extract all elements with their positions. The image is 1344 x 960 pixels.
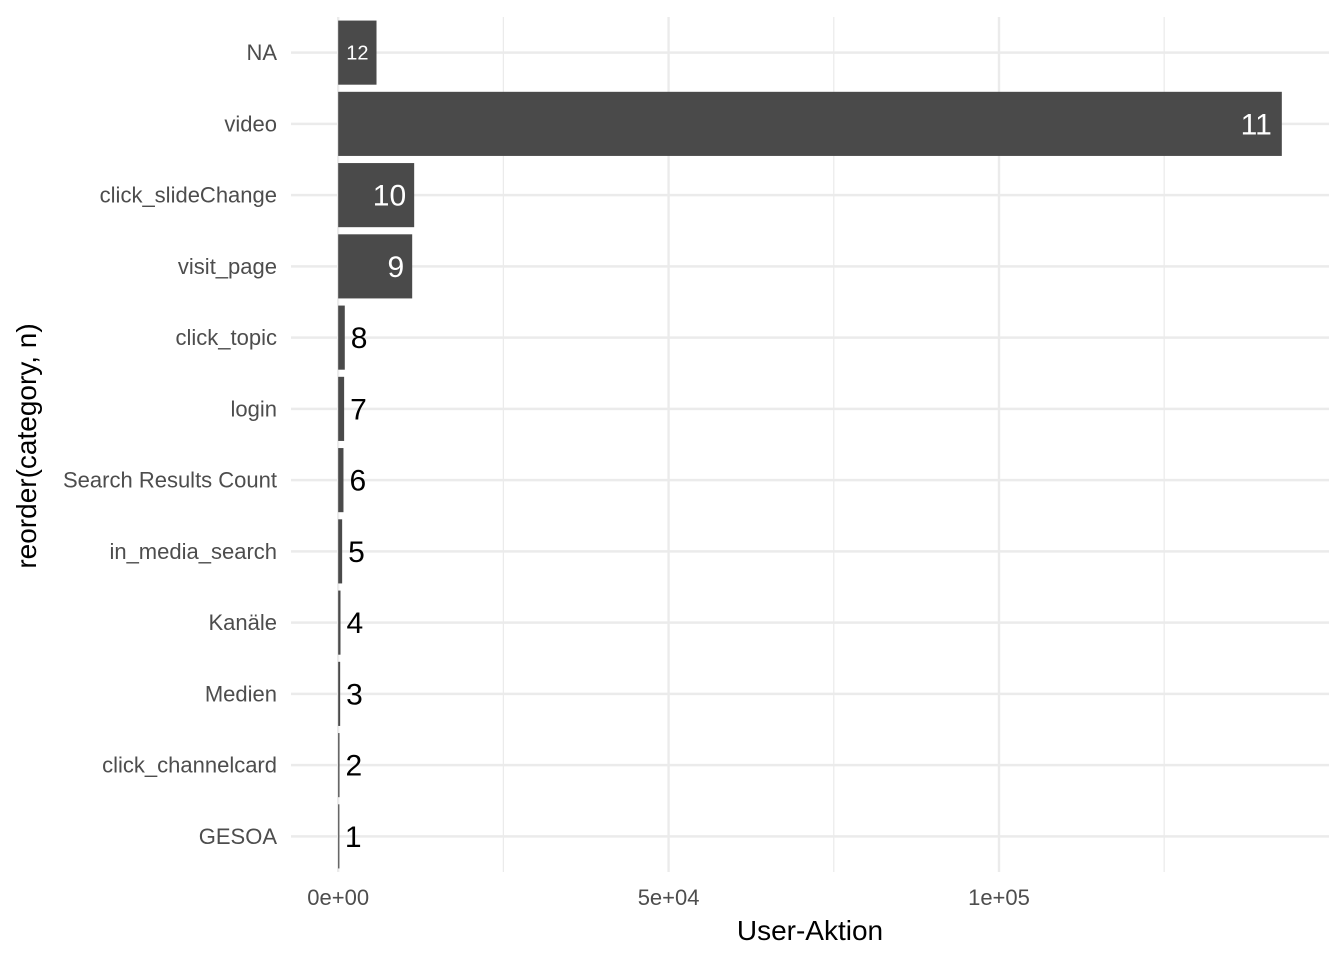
- category-label: GESOA: [199, 824, 278, 849]
- bar: [338, 804, 340, 869]
- bar: [338, 661, 341, 726]
- data-label: 11: [1241, 108, 1272, 141]
- x-tick-label: 5e+04: [638, 885, 700, 910]
- data-label: 2: [346, 750, 363, 783]
- y-axis-title: reorder(category, n): [11, 323, 42, 568]
- bar: [338, 91, 1282, 156]
- category-label: Medien: [205, 681, 277, 706]
- category-label: click_topic: [176, 325, 277, 350]
- x-axis-title: User-Aktion: [737, 915, 883, 946]
- data-label: 7: [350, 393, 367, 426]
- category-labels: GESOA click_channelcard Medien Kanäle in_med…: [63, 40, 277, 849]
- x-tick-label: 1e+05: [968, 885, 1030, 910]
- x-tick-label: 0e+00: [307, 885, 369, 910]
- data-label: 8: [351, 322, 368, 355]
- bar: [338, 305, 345, 370]
- data-label: 5: [348, 536, 365, 569]
- data-label: 1: [345, 821, 362, 854]
- category-label: in_media_search: [109, 539, 277, 564]
- category-label: video: [224, 111, 277, 136]
- x-tick-labels: 0e+00 5e+04 1e+05: [307, 885, 1030, 910]
- category-label: Search Results Count: [63, 468, 277, 493]
- data-label: 4: [346, 607, 363, 640]
- data-label: 10: [373, 180, 406, 213]
- data-label: 9: [388, 251, 405, 284]
- bar: [338, 733, 340, 798]
- bar: [338, 448, 344, 513]
- category-label: click_channelcard: [102, 753, 277, 778]
- bar: [338, 20, 377, 85]
- category-label: visit_page: [178, 254, 277, 279]
- bars: [338, 20, 1282, 869]
- data-label: 12: [346, 43, 368, 65]
- bar: [338, 590, 341, 655]
- category-label: Kanäle: [208, 610, 277, 635]
- bar: [338, 376, 345, 441]
- data-label: 3: [346, 678, 363, 711]
- bar: [338, 234, 413, 299]
- bar: [338, 519, 343, 584]
- category-label: NA: [246, 40, 277, 65]
- category-label: click_slideChange: [100, 183, 277, 208]
- category-label: login: [231, 396, 277, 421]
- data-label: 6: [349, 465, 366, 498]
- bar: [338, 163, 415, 228]
